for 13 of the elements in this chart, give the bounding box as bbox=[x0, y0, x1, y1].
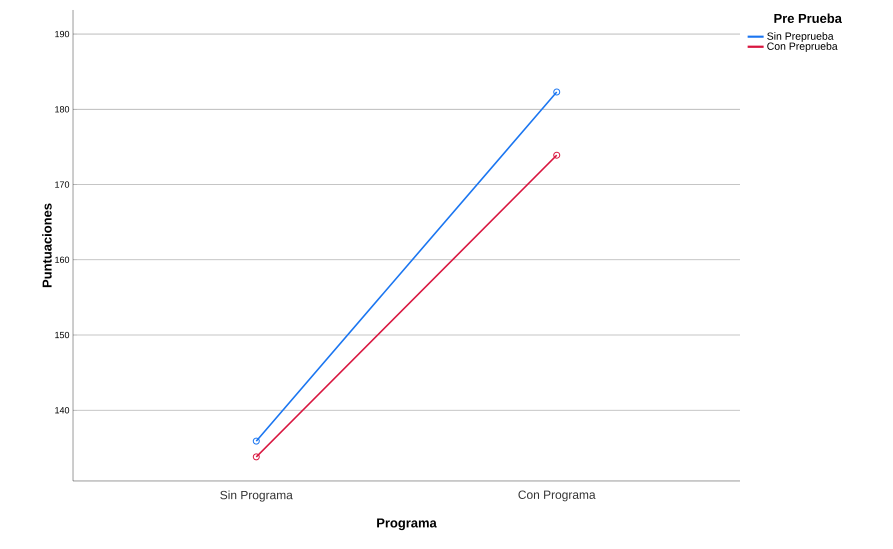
y-tick-label: 170 bbox=[55, 181, 70, 188]
x-tick-label: Con Programa bbox=[518, 490, 596, 502]
y-tick-label: 160 bbox=[55, 256, 70, 263]
y-axis-title: Puntuaciones bbox=[42, 204, 52, 288]
y-tick-label: 140 bbox=[55, 407, 70, 414]
legend-label: Sin Preprueba bbox=[767, 32, 834, 42]
legend-title: Pre Prueba bbox=[774, 13, 842, 24]
legend-label: Con Preprueba bbox=[767, 42, 838, 52]
y-tick-label: 150 bbox=[55, 332, 70, 338]
x-axis-title: Programa bbox=[377, 518, 437, 530]
x-tick-label: Sin Programa bbox=[220, 490, 293, 502]
y-tick-label: 190 bbox=[55, 30, 70, 38]
y-tick-label: 180 bbox=[55, 106, 70, 112]
